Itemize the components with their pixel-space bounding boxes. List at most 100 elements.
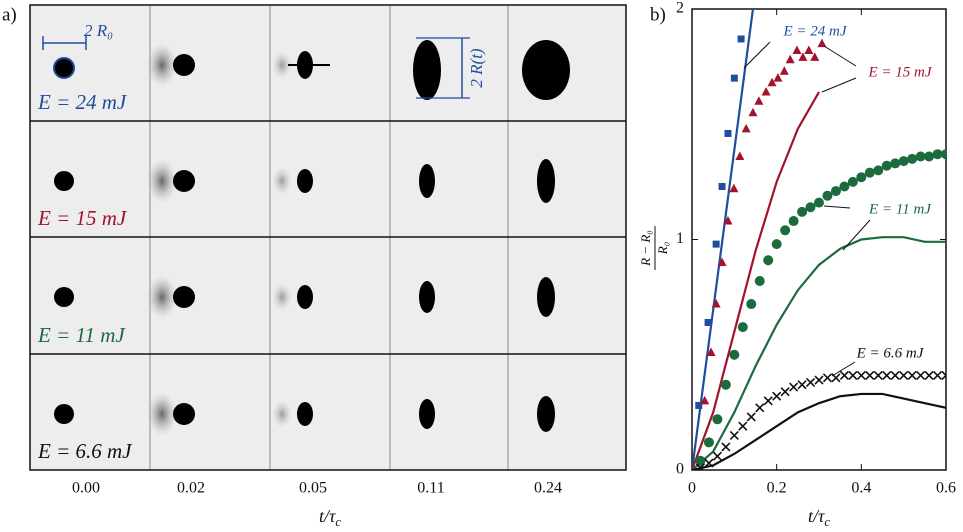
decoration (823, 205, 851, 209)
data-point (704, 458, 714, 468)
data-point (792, 45, 802, 54)
y-label-numerator: R − R₀ (638, 230, 653, 267)
y-label-denominator: R₀ (655, 242, 670, 255)
data-point (721, 442, 731, 452)
data-point (788, 216, 799, 227)
data-point (730, 74, 738, 82)
data-point (915, 151, 926, 162)
data-point (848, 370, 858, 381)
decoration (297, 402, 313, 426)
data-point (737, 322, 748, 333)
data-point (898, 156, 909, 167)
data-point (712, 240, 720, 248)
row-label: E = 15 mJ (37, 206, 128, 230)
x-axis-label-sub: c (824, 515, 830, 529)
x-axis-label: t/τc (319, 506, 341, 529)
data-point (704, 318, 712, 326)
series-label: E = 6.6 mJ (856, 345, 925, 361)
data-point (881, 160, 892, 171)
x-axis-label: t/τc (808, 506, 830, 529)
series-label: E = 15 mJ (867, 64, 932, 80)
y-axis-label: R − R₀ R₀ (638, 226, 670, 270)
model-line (692, 392, 946, 470)
decoration (173, 54, 195, 76)
data-point (729, 349, 740, 360)
data-point (797, 206, 808, 217)
data-point (735, 151, 745, 161)
data-point (805, 377, 816, 387)
data-point (741, 123, 751, 133)
data-point (830, 186, 841, 197)
data-point (856, 370, 866, 381)
data-point (847, 176, 858, 187)
x-tick-label: 0.00 (72, 480, 100, 497)
data-point (810, 52, 820, 61)
panel-label: a) (2, 4, 17, 25)
scale-label: 2 R(t) (467, 48, 486, 88)
data-point (712, 414, 723, 425)
x-tick-label: 0.6 (936, 480, 956, 497)
data-point (706, 347, 716, 356)
decoration (272, 51, 292, 79)
decoration (419, 281, 435, 313)
data-point (712, 451, 722, 461)
data-point (839, 370, 849, 381)
data-point (723, 216, 733, 225)
data-point (907, 370, 917, 381)
decoration (29, 4, 627, 471)
data-point (780, 387, 790, 397)
x-axis-label-sub: c (335, 515, 341, 529)
data-point (763, 396, 773, 406)
model-line (692, 9, 755, 470)
data-point (755, 403, 765, 413)
decoration (53, 57, 75, 79)
data-point (729, 430, 739, 440)
data-point (798, 52, 808, 61)
data-point (767, 77, 777, 87)
row-label: E = 11 mJ (37, 323, 126, 347)
decoration (413, 40, 441, 100)
y-tick-label: 0 (676, 461, 684, 478)
x-tick-label: 0.05 (299, 480, 327, 497)
data-point (773, 73, 783, 82)
data-point (882, 370, 892, 381)
data-point (780, 225, 791, 236)
decoration (821, 77, 857, 93)
decoration (173, 170, 195, 192)
decoration (173, 403, 195, 425)
decoration (54, 171, 74, 191)
x-axis-label-base: t/τ (808, 506, 825, 526)
data-point (695, 455, 706, 466)
data-point (865, 370, 875, 381)
chart-panel: 0 0.2 0.4 0.6 0 1 2 t/τc R − R₀ R₀ E = 24 mJ E = 15… (638, 0, 956, 529)
data-point (814, 375, 824, 385)
x-tick-label: 0.24 (534, 480, 562, 497)
data-point (873, 165, 884, 176)
data-point (890, 370, 900, 381)
decoration (54, 404, 74, 424)
x-axis-label-base: t/τ (319, 506, 336, 526)
decoration (537, 277, 555, 317)
decoration (522, 40, 570, 100)
decoration (842, 219, 871, 251)
data-point (703, 437, 714, 448)
data-point (907, 153, 918, 164)
data-point (737, 35, 745, 43)
data-point (717, 257, 727, 267)
decoration (419, 399, 435, 429)
data-point (864, 167, 875, 178)
data-point (890, 158, 901, 169)
decoration (297, 285, 313, 309)
decoration (537, 159, 555, 203)
data-point (804, 45, 814, 54)
decoration (173, 286, 195, 308)
data-point (738, 421, 748, 431)
row-label: E = 24 mJ (37, 90, 128, 114)
x-tick-label: 0.02 (177, 480, 205, 497)
decoration (147, 392, 177, 436)
data-point (924, 370, 934, 381)
data-point (785, 54, 795, 64)
decoration (147, 275, 177, 319)
data-point (720, 379, 731, 390)
